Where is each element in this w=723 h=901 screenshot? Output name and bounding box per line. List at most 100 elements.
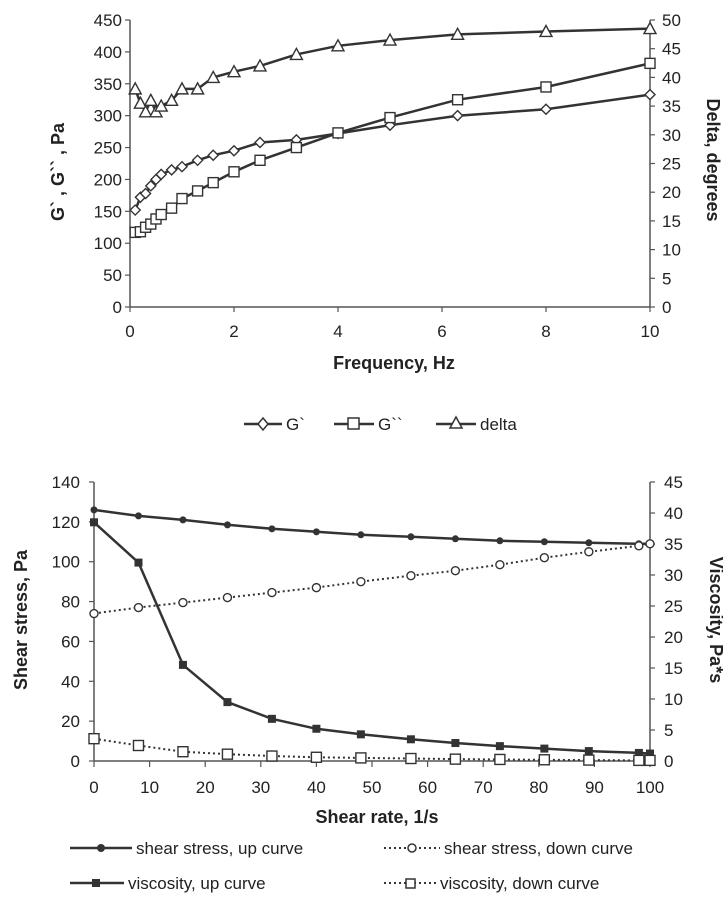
- bottom-y2-tick-label: 20: [664, 628, 683, 647]
- top-point-series-2: [330, 38, 346, 52]
- bottom-point-series-3: [583, 754, 595, 766]
- top-point-series-0: [384, 119, 396, 132]
- top-y2-tick-label: 5: [662, 269, 671, 288]
- legend-label-delta: delta: [480, 415, 517, 434]
- top-point-series-1: [155, 208, 167, 221]
- top-y-tick-label: 450: [94, 11, 122, 30]
- top-legend: G` G`` delta: [244, 415, 517, 434]
- bottom-y-tick-label: 40: [61, 672, 80, 691]
- bottom-point-series-0: [179, 516, 187, 524]
- bottom-y2-tick-label: 25: [664, 597, 683, 616]
- bottom-point-series-0: [223, 521, 231, 529]
- bottom-y-tick-label: 60: [61, 632, 80, 651]
- top-point-series-1: [540, 81, 552, 93]
- bottom-y2-tick-label: 40: [664, 504, 683, 523]
- top-point-series-0: [644, 88, 656, 101]
- top-y2-tick-label: 35: [662, 97, 681, 116]
- bottom-point-series-3: [355, 752, 367, 764]
- bottom-x-tick-label: 50: [363, 778, 382, 797]
- bottom-point-series-0: [407, 533, 415, 541]
- bottom-point-series-3: [88, 732, 100, 745]
- top-point-series-1: [290, 141, 303, 154]
- top-point-series-0: [144, 179, 157, 192]
- dot-marker-icon: [97, 844, 105, 852]
- top-y2-tick-label: 0: [662, 298, 671, 317]
- top-axes: 0 2 4 6 8 10050100150200250300350400450051015…: [94, 11, 681, 341]
- bottom-x-tick-label: 30: [251, 778, 270, 797]
- bottom-point-series-3: [177, 746, 189, 758]
- top-point-series-2: [138, 104, 153, 118]
- top-point-series-1: [332, 127, 344, 139]
- bottom-series-line-1: [93, 542, 651, 615]
- bottom-x-tick-label: 80: [529, 778, 548, 797]
- top-x-tick-label: 4: [333, 322, 342, 341]
- bottom-x-tick-label: 0: [89, 778, 98, 797]
- top-point-series-0: [139, 187, 152, 200]
- top-point-series-1: [451, 94, 464, 106]
- bottom-series-line-0: [93, 508, 650, 546]
- top-point-series-2: [450, 26, 465, 41]
- bottom-point-series-2: [495, 742, 504, 751]
- bottom-chart: 0 10 20 30 40 50 60 70 80 90 100020406080100120140…: [11, 473, 723, 827]
- top-y2-tick-label: 30: [662, 126, 681, 145]
- top-y2-tick-label: 50: [662, 11, 681, 30]
- bottom-point-series-3: [310, 751, 323, 763]
- top-point-series-1: [165, 202, 178, 214]
- bottom-point-series-3: [494, 753, 506, 766]
- bottom-x-tick-label: 10: [140, 778, 159, 797]
- bottom-point-series-1: [450, 565, 461, 576]
- legend-label-viscosity-down: viscosity, down curve: [440, 874, 599, 893]
- top-point-series-1: [191, 185, 204, 197]
- bottom-point-series-1: [539, 553, 550, 563]
- top-point-series-0: [155, 168, 168, 181]
- bottom-point-series-0: [451, 535, 459, 543]
- top-y-tick-label: 350: [94, 75, 122, 94]
- bottom-point-series-2: [406, 735, 415, 744]
- top-y-tick-label: 250: [94, 139, 122, 158]
- bottom-y2-tick-label: 0: [664, 752, 673, 771]
- bottom-y2-tick-label: 5: [664, 721, 673, 740]
- bottom-point-series-2: [312, 724, 321, 733]
- bottom-y-tick-label: 100: [52, 553, 80, 572]
- bottom-series-line-2: [93, 521, 651, 755]
- top-y-axis-label: G` , G`` , Pa: [48, 122, 68, 221]
- bottom-point-series-0: [134, 512, 142, 520]
- top-x-axis-label: Frequency, Hz: [333, 353, 455, 373]
- top-x-tick-label: 8: [541, 322, 550, 341]
- bottom-x-tick-label: 40: [307, 778, 326, 797]
- bottom-point-series-2: [178, 660, 187, 669]
- bottom-point-series-1: [356, 576, 366, 587]
- top-point-series-1: [254, 154, 266, 167]
- bottom-y-tick-label: 0: [71, 752, 80, 771]
- top-x-tick-label: 6: [437, 322, 446, 341]
- top-point-series-1: [207, 176, 219, 189]
- legend-label-viscosity-up: viscosity, up curve: [128, 874, 266, 893]
- bottom-point-series-1: [89, 608, 99, 619]
- bottom-point-series-2: [134, 558, 143, 567]
- bottom-point-series-0: [357, 531, 365, 539]
- bottom-point-series-2: [451, 739, 460, 748]
- top-point-series-1: [644, 57, 656, 70]
- bottom-point-series-1: [222, 592, 233, 603]
- legend-item-g-prime: G`: [244, 415, 305, 434]
- top-y2-axis-label: Delta, degrees: [703, 98, 723, 221]
- bottom-point-series-0: [90, 506, 98, 514]
- top-y-tick-label: 300: [94, 107, 122, 126]
- bottom-point-series-2: [90, 518, 98, 527]
- top-y2-tick-label: 15: [662, 212, 681, 231]
- legend-item-g-double-prime: G``: [334, 415, 403, 434]
- filled-square-marker-icon: [92, 879, 100, 887]
- top-y-tick-label: 50: [103, 266, 122, 285]
- top-point-series-0: [207, 149, 220, 162]
- top-point-series-0: [176, 160, 188, 173]
- top-point-series-0: [165, 163, 178, 176]
- bottom-point-series-2: [646, 749, 654, 758]
- triangle-marker-icon: [448, 415, 464, 429]
- bottom-x-tick-label: 60: [418, 778, 437, 797]
- top-point-series-2: [538, 24, 554, 38]
- bottom-x-tick-label: 90: [585, 778, 604, 797]
- top-point-series-2: [133, 95, 148, 109]
- bottom-point-series-3: [644, 754, 656, 767]
- top-y2-tick-label: 40: [662, 68, 681, 87]
- bottom-y2-tick-label: 10: [664, 690, 683, 709]
